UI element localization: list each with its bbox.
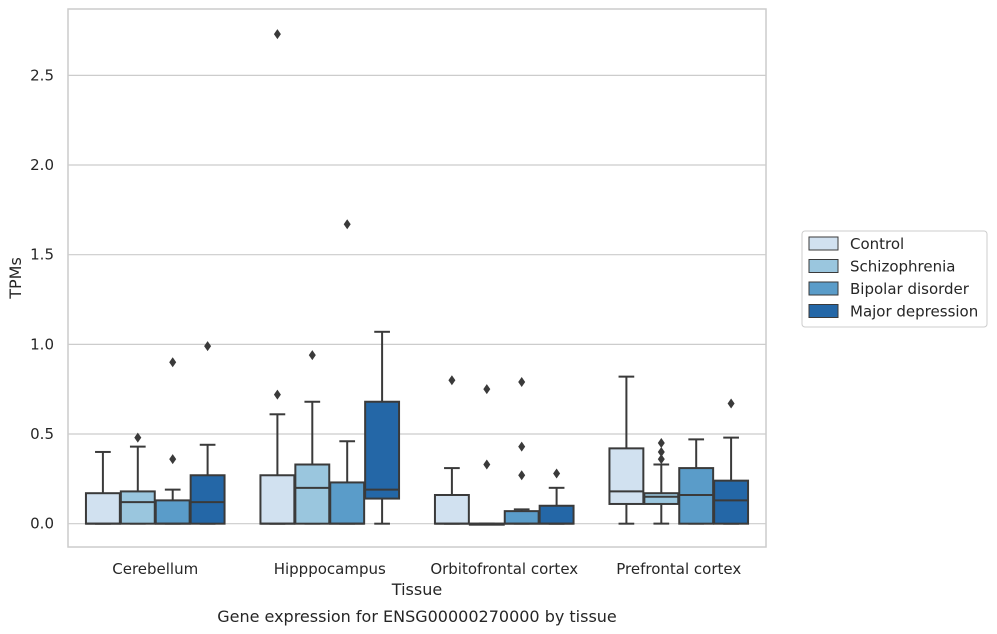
box-2-3 (538, 468, 575, 525)
x-tick-label: Orbitofrontal cortex (430, 560, 578, 578)
box-body (119, 490, 156, 525)
box-1-3 (364, 330, 401, 525)
legend-swatch (808, 259, 839, 273)
outlier-point (657, 454, 665, 465)
y-tick-label: 1.0 (30, 335, 54, 353)
outlier-point (483, 384, 491, 395)
box-body (364, 400, 401, 500)
outlier-point (204, 341, 212, 352)
y-axis-label: TPMs (6, 257, 25, 300)
outlier-point (448, 375, 456, 386)
box-body (84, 492, 121, 525)
outlier-point (169, 357, 177, 368)
outlier-point (273, 389, 281, 400)
legend-swatch (808, 304, 839, 318)
y-tick-label: 0.5 (30, 425, 54, 443)
outlier-point (727, 398, 735, 409)
grid-lines (68, 74, 766, 525)
outlier-point (518, 470, 526, 481)
y-tick-label: 0.0 (30, 515, 54, 533)
box-3-1 (643, 437, 680, 525)
plot-area (67, 8, 767, 548)
box-0-2 (154, 357, 191, 525)
x-tick-label: Cerebellum (112, 560, 198, 578)
y-tick-labels: 0.0 0.5 1.0 1.5 2.0 2.5 (30, 66, 54, 532)
box-0-1 (119, 432, 156, 525)
box-3-0 (608, 375, 645, 525)
outlier-point (308, 350, 316, 361)
box-body (643, 492, 680, 505)
box-body (503, 510, 540, 525)
outlier-point (483, 459, 491, 470)
box-body (329, 481, 366, 525)
box-2-0 (433, 375, 470, 525)
outlier-point (553, 468, 561, 479)
x-tick-label: Hipppocampus (274, 560, 386, 578)
box-body (608, 447, 645, 505)
box-1-2 (329, 219, 366, 525)
box-3-2 (678, 438, 715, 525)
outlier-point (134, 432, 142, 443)
box-body (189, 474, 226, 525)
outlier-point (518, 377, 526, 388)
box-1-1 (294, 350, 331, 525)
legend-label: Control (850, 235, 904, 253)
legend: Control Schizophrenia Bipolar disorder Majo… (801, 230, 988, 328)
legend-swatch (808, 236, 839, 251)
box-body (294, 463, 331, 525)
box-2-2 (503, 377, 540, 525)
y-tick-label: 2.5 (30, 66, 54, 84)
box-0-0 (84, 450, 121, 525)
box-body (713, 479, 750, 525)
legend-swatch (808, 281, 839, 296)
legend-label: Schizophrenia (850, 258, 955, 276)
box-body (538, 504, 575, 525)
box-1-0 (259, 29, 296, 525)
box-2-1 (468, 384, 505, 526)
x-tick-label: Prefrontal cortex (616, 560, 741, 578)
outlier-point (518, 441, 526, 452)
box-body (154, 499, 191, 525)
box-0-3 (189, 341, 226, 525)
outlier-point (657, 446, 665, 457)
y-tick-label: 2.0 (30, 156, 54, 174)
chart-caption: Gene expression for ENSG00000270000 by t… (217, 607, 617, 626)
legend-label: Bipolar disorder (850, 280, 970, 298)
box-3-3 (713, 398, 750, 525)
legend-label: Major depression (850, 303, 978, 321)
box-body (433, 493, 470, 525)
outlier-point (169, 454, 177, 465)
legend-frame (801, 230, 988, 328)
outlier-point (343, 219, 351, 230)
x-tick-labels: Cerebellum Hipppocampus Orbitofrontal cort… (112, 560, 741, 578)
outlier-point (657, 437, 665, 448)
outlier-point (273, 29, 281, 40)
y-tick-label: 1.5 (30, 246, 54, 264)
boxes (84, 29, 750, 526)
box-body (259, 474, 296, 525)
x-axis-label: Tissue (391, 580, 442, 599)
